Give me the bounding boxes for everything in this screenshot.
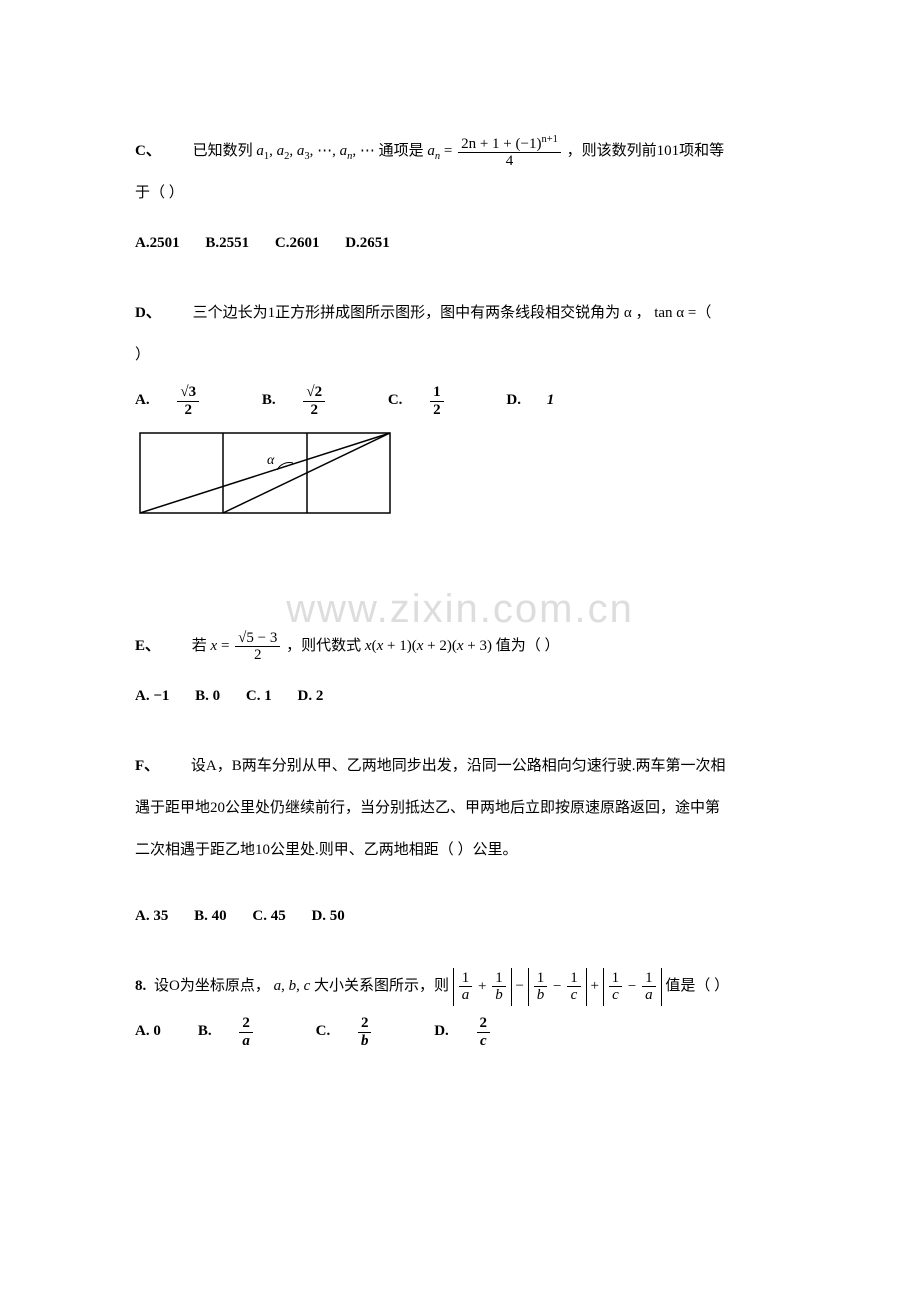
- q8-before: 设O为坐标原点，: [154, 978, 270, 994]
- qe-before: 若: [192, 638, 207, 654]
- question-f: F、 设A，B两车分别从甲、乙两地同步出发，沿同一公路相向匀速行驶.两车第一次相…: [135, 745, 785, 937]
- label-e: E、: [135, 638, 160, 654]
- qc-text-before: 已知数列: [193, 143, 253, 159]
- qe-mid: ，则代数式: [286, 638, 361, 654]
- qe-opt-c: C. 1: [246, 688, 272, 704]
- qd-figure: α: [135, 428, 785, 535]
- label-8: 8.: [135, 978, 146, 994]
- qf-opt-d: D. 50: [311, 908, 344, 924]
- svg-text:α: α: [267, 453, 275, 468]
- question-e: E、 若 x = √5 − 3 2 ，则代数式 x(x + 1)(x + 2)(…: [135, 625, 785, 717]
- qe-after: 值为（ ）: [496, 638, 560, 654]
- qc-formula: an = 2n + 1 + (−1)n+1 4: [427, 143, 566, 159]
- qe-opt-b: B. 0: [195, 688, 220, 704]
- qf-line1: 设A，B两车分别从甲、乙两地同步出发，沿同一公路相向匀速行驶.两车第一次相: [191, 758, 726, 774]
- qc-text-after: ，则该数列前101项和等: [567, 143, 725, 159]
- qd-text2: ）: [135, 334, 785, 376]
- qe-xeq: x = √5 − 3 2: [211, 638, 287, 654]
- q8-opt-a: A. 0: [135, 1023, 161, 1039]
- q8-after: 值是（ ）: [665, 978, 729, 994]
- qc-line2: 于（ ）: [135, 172, 785, 214]
- qe-opt-d: D. 2: [298, 688, 324, 704]
- qc-seq: a1, a2, a3, ⋯, an, ⋯: [256, 143, 375, 159]
- qc-text-mid: 通项是: [379, 143, 424, 159]
- q8-mid: 大小关系图所示，则: [314, 978, 449, 994]
- qe-expr: x(x + 1)(x + 2)(x + 3): [365, 638, 492, 654]
- qc-opt-a: A.2501: [135, 235, 180, 251]
- qe-options: A. −1 B. 0 C. 1 D. 2: [135, 675, 785, 717]
- qc-opt-c: C.2601: [275, 235, 320, 251]
- q8-expr: 1a + 1b − 1b − 1c + 1c − 1a: [453, 978, 666, 994]
- qf-options: A. 35 B. 40 C. 45 D. 50: [135, 895, 785, 937]
- qf-line3: 二次相遇于距乙地10公里处.则甲、乙两地相距（ ）公里。: [135, 829, 785, 871]
- qf-opt-a: A. 35: [135, 908, 168, 924]
- qc-options: A.2501 B.2551 C.2601 D.2651: [135, 222, 785, 264]
- qd-options: A. √32 B. √22 C. 12 D. 1: [135, 384, 785, 418]
- q8-options: A. 0 B. 2a C. 2b D. 2c: [135, 1015, 785, 1049]
- qd-text: 三个边长为1正方形拼成图所示图形，图中有两条线段相交锐角为 α ， tan α …: [193, 305, 712, 321]
- question-c: C、 已知数列 a1, a2, a3, ⋯, an, ⋯ 通项是 an = 2n…: [135, 130, 785, 264]
- qf-opt-b: B. 40: [194, 908, 227, 924]
- q8-abc: a, b, c: [274, 978, 311, 994]
- label-c: C、: [135, 143, 161, 159]
- qf-line2: 遇于距甲地20公里处仍继续前行，当分别抵达乙、甲两地后立即按原速原路返回，途中第: [135, 787, 785, 829]
- label-f: F、: [135, 758, 159, 774]
- qe-opt-a: A. −1: [135, 688, 169, 704]
- qc-opt-d: D.2651: [345, 235, 390, 251]
- qf-opt-c: C. 45: [252, 908, 285, 924]
- qc-opt-b: B.2551: [205, 235, 249, 251]
- label-d: D、: [135, 305, 161, 321]
- question-d: D、 三个边长为1正方形拼成图所示图形，图中有两条线段相交锐角为 α ， tan…: [135, 292, 785, 535]
- question-8: 8. 设O为坐标原点， a, b, c 大小关系图所示，则 1a + 1b − …: [135, 965, 785, 1049]
